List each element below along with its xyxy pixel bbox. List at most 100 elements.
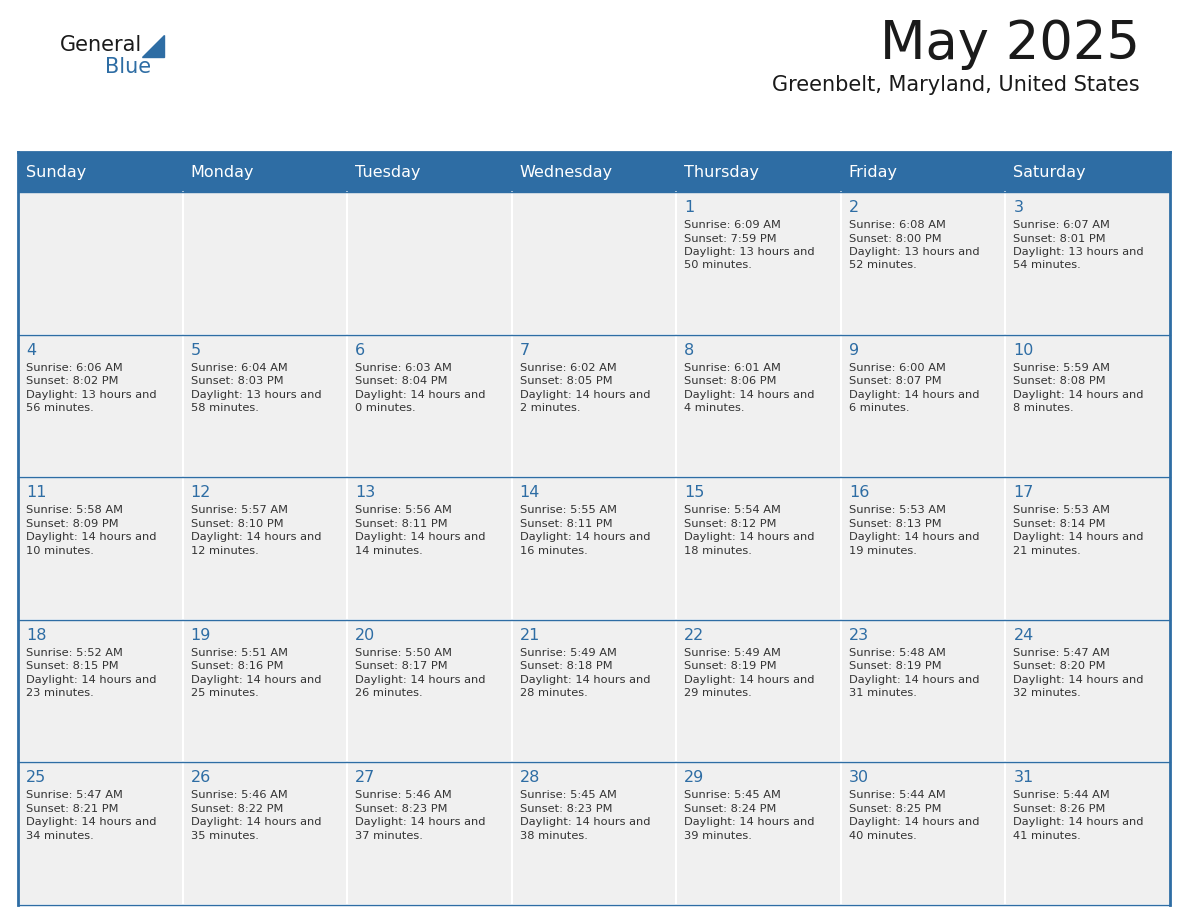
Text: Daylight: 14 hours and: Daylight: 14 hours and (26, 817, 157, 827)
Text: 25: 25 (26, 770, 46, 786)
Text: Sunrise: 5:57 AM: Sunrise: 5:57 AM (190, 505, 287, 515)
Text: Wednesday: Wednesday (519, 164, 613, 180)
Text: Daylight: 14 hours and: Daylight: 14 hours and (519, 817, 650, 827)
Text: Sunset: 8:12 PM: Sunset: 8:12 PM (684, 519, 777, 529)
Text: Daylight: 14 hours and: Daylight: 14 hours and (684, 817, 815, 827)
Text: Daylight: 14 hours and: Daylight: 14 hours and (849, 817, 979, 827)
Text: 8 minutes.: 8 minutes. (1013, 403, 1074, 413)
Text: Sunset: 8:10 PM: Sunset: 8:10 PM (190, 519, 283, 529)
Text: Sunrise: 5:46 AM: Sunrise: 5:46 AM (355, 790, 451, 800)
Text: Daylight: 14 hours and: Daylight: 14 hours and (190, 675, 321, 685)
Text: Daylight: 14 hours and: Daylight: 14 hours and (519, 532, 650, 543)
Text: Sunset: 8:16 PM: Sunset: 8:16 PM (190, 661, 283, 671)
Text: 35 minutes.: 35 minutes. (190, 831, 259, 841)
Text: 52 minutes.: 52 minutes. (849, 261, 917, 271)
Text: Sunrise: 6:02 AM: Sunrise: 6:02 AM (519, 363, 617, 373)
Text: Sunset: 8:13 PM: Sunset: 8:13 PM (849, 519, 941, 529)
Text: 2: 2 (849, 200, 859, 215)
Bar (18, 192, 183, 334)
Bar (183, 620, 347, 763)
Text: 12 minutes.: 12 minutes. (190, 545, 258, 555)
Text: Daylight: 14 hours and: Daylight: 14 hours and (1013, 675, 1144, 685)
Text: Daylight: 14 hours and: Daylight: 14 hours and (190, 817, 321, 827)
Text: 9: 9 (849, 342, 859, 358)
Text: Sunrise: 5:47 AM: Sunrise: 5:47 AM (1013, 648, 1111, 658)
Text: Sunrise: 6:08 AM: Sunrise: 6:08 AM (849, 220, 946, 230)
Polygon shape (143, 35, 164, 57)
Text: Sunset: 8:22 PM: Sunset: 8:22 PM (190, 804, 283, 814)
Text: 25 minutes.: 25 minutes. (190, 688, 258, 699)
Text: Daylight: 14 hours and: Daylight: 14 hours and (190, 532, 321, 543)
Text: 58 minutes.: 58 minutes. (190, 403, 259, 413)
Text: 31: 31 (1013, 770, 1034, 786)
Text: Sunset: 8:06 PM: Sunset: 8:06 PM (684, 376, 777, 386)
Text: Sunrise: 6:09 AM: Sunrise: 6:09 AM (684, 220, 782, 230)
Text: Sunset: 8:19 PM: Sunset: 8:19 PM (849, 661, 941, 671)
Bar (183, 192, 347, 334)
Text: Sunset: 8:20 PM: Sunset: 8:20 PM (1013, 661, 1106, 671)
Text: Daylight: 13 hours and: Daylight: 13 hours and (26, 389, 157, 399)
Bar (347, 192, 512, 334)
Text: Daylight: 14 hours and: Daylight: 14 hours and (684, 675, 815, 685)
Text: 22: 22 (684, 628, 704, 643)
Text: Greenbelt, Maryland, United States: Greenbelt, Maryland, United States (772, 75, 1140, 95)
Text: Daylight: 13 hours and: Daylight: 13 hours and (849, 247, 979, 257)
Bar (841, 763, 1005, 905)
Text: Daylight: 13 hours and: Daylight: 13 hours and (190, 389, 321, 399)
Text: 6 minutes.: 6 minutes. (849, 403, 909, 413)
Bar (841, 334, 1005, 477)
Text: Daylight: 14 hours and: Daylight: 14 hours and (1013, 389, 1144, 399)
Text: Sunrise: 6:06 AM: Sunrise: 6:06 AM (26, 363, 122, 373)
Text: Sunset: 8:08 PM: Sunset: 8:08 PM (1013, 376, 1106, 386)
Text: Sunset: 8:03 PM: Sunset: 8:03 PM (190, 376, 283, 386)
Text: Monday: Monday (190, 164, 254, 180)
Bar (347, 763, 512, 905)
Bar (676, 620, 841, 763)
Text: Daylight: 13 hours and: Daylight: 13 hours and (684, 247, 815, 257)
Text: 38 minutes.: 38 minutes. (519, 831, 588, 841)
Text: Sunset: 8:25 PM: Sunset: 8:25 PM (849, 804, 941, 814)
Text: Daylight: 14 hours and: Daylight: 14 hours and (849, 532, 979, 543)
Text: 16: 16 (849, 486, 870, 500)
Text: Sunrise: 5:59 AM: Sunrise: 5:59 AM (1013, 363, 1111, 373)
Text: Daylight: 14 hours and: Daylight: 14 hours and (355, 532, 486, 543)
Text: Sunset: 8:23 PM: Sunset: 8:23 PM (355, 804, 448, 814)
Text: Sunrise: 5:53 AM: Sunrise: 5:53 AM (849, 505, 946, 515)
Text: Sunrise: 5:55 AM: Sunrise: 5:55 AM (519, 505, 617, 515)
Text: 34 minutes.: 34 minutes. (26, 831, 94, 841)
Text: 13: 13 (355, 486, 375, 500)
Bar (512, 477, 676, 620)
Bar (841, 620, 1005, 763)
Text: Sunset: 8:15 PM: Sunset: 8:15 PM (26, 661, 119, 671)
Text: Sunset: 8:02 PM: Sunset: 8:02 PM (26, 376, 119, 386)
Bar (512, 192, 676, 334)
Bar (1005, 620, 1170, 763)
Text: 26: 26 (190, 770, 210, 786)
Text: 1: 1 (684, 200, 695, 215)
Text: Blue: Blue (105, 57, 151, 77)
Text: 41 minutes.: 41 minutes. (1013, 831, 1081, 841)
Text: Sunrise: 5:46 AM: Sunrise: 5:46 AM (190, 790, 287, 800)
Text: General: General (61, 35, 143, 55)
Text: Sunrise: 5:48 AM: Sunrise: 5:48 AM (849, 648, 946, 658)
Bar (1005, 477, 1170, 620)
Text: Sunrise: 5:51 AM: Sunrise: 5:51 AM (190, 648, 287, 658)
Text: 23: 23 (849, 628, 868, 643)
Bar (347, 334, 512, 477)
Text: Daylight: 14 hours and: Daylight: 14 hours and (684, 532, 815, 543)
Text: 21: 21 (519, 628, 541, 643)
Text: 39 minutes.: 39 minutes. (684, 831, 752, 841)
Text: 18 minutes.: 18 minutes. (684, 545, 752, 555)
Bar (347, 477, 512, 620)
Text: 14: 14 (519, 486, 541, 500)
Text: 32 minutes.: 32 minutes. (1013, 688, 1081, 699)
Text: 14 minutes.: 14 minutes. (355, 545, 423, 555)
Bar (512, 620, 676, 763)
Bar (1005, 763, 1170, 905)
Text: 12: 12 (190, 486, 211, 500)
Text: Sunrise: 5:52 AM: Sunrise: 5:52 AM (26, 648, 122, 658)
Text: 15: 15 (684, 486, 704, 500)
Bar (676, 334, 841, 477)
Text: 2 minutes.: 2 minutes. (519, 403, 580, 413)
Text: Sunset: 8:01 PM: Sunset: 8:01 PM (1013, 233, 1106, 243)
